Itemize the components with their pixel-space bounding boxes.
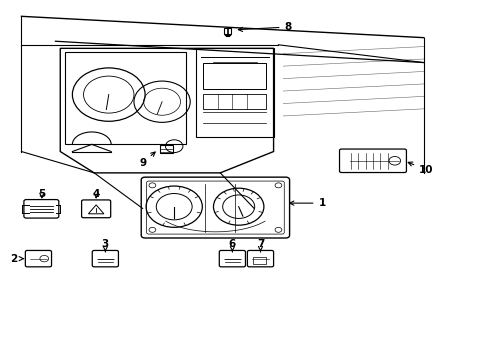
Text: 5: 5	[38, 189, 45, 199]
Text: 2: 2	[11, 254, 23, 264]
Text: 9: 9	[139, 152, 155, 168]
Text: 1: 1	[289, 198, 325, 208]
Bar	[159, 145, 173, 153]
Text: 8: 8	[238, 22, 291, 32]
Text: 10: 10	[407, 162, 433, 175]
Bar	[224, 28, 230, 34]
Text: 7: 7	[256, 239, 264, 252]
Text: 4: 4	[92, 189, 100, 199]
Bar	[203, 94, 266, 109]
Text: 6: 6	[228, 239, 236, 252]
Text: 3: 3	[102, 239, 109, 252]
Bar	[203, 63, 266, 89]
Bar	[253, 257, 265, 264]
